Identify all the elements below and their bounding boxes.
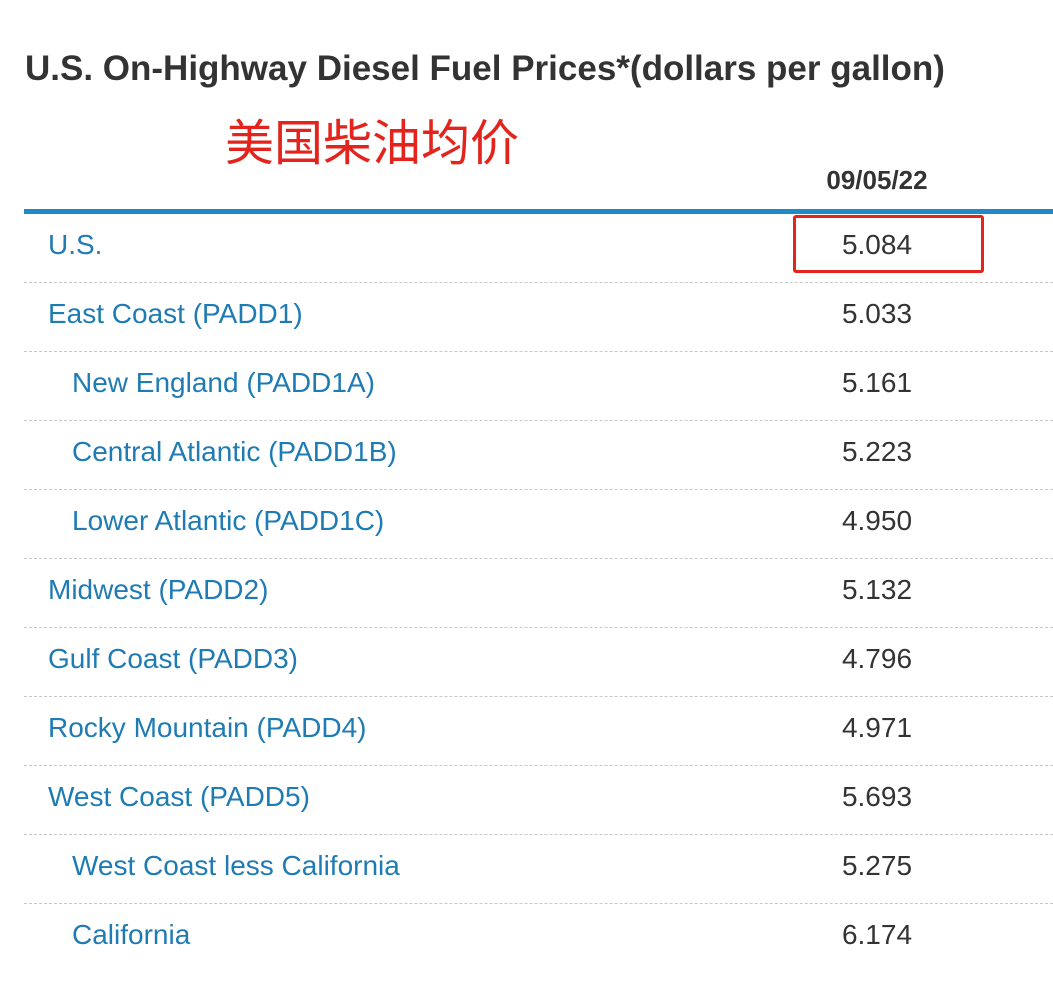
price-value: 5.161 xyxy=(841,367,913,398)
table-row: West Coast (PADD5) 5.693 xyxy=(24,766,1053,835)
region-link-central-atlantic[interactable]: Central Atlantic (PADD1B) xyxy=(72,436,397,467)
price-value: 5.084 xyxy=(841,229,913,260)
table-row: California 6.174 xyxy=(24,904,1053,973)
page-title: U.S. On-Highway Diesel Fuel Prices*(doll… xyxy=(25,49,945,88)
price-value: 6.174 xyxy=(841,919,913,950)
chinese-annotation: 美国柴油均价 xyxy=(225,115,520,172)
region-link-west-coast-less-california[interactable]: West Coast less California xyxy=(72,850,400,881)
header-divider xyxy=(24,209,1053,214)
price-value: 5.033 xyxy=(841,298,913,329)
table-row: Gulf Coast (PADD3) 4.796 xyxy=(24,628,1053,697)
region-link-new-england[interactable]: New England (PADD1A) xyxy=(72,367,375,398)
region-link-us[interactable]: U.S. xyxy=(48,229,103,260)
region-link-rocky-mountain[interactable]: Rocky Mountain (PADD4) xyxy=(48,712,367,743)
table-row: West Coast less California 5.275 xyxy=(24,835,1053,904)
price-value: 5.132 xyxy=(841,574,913,605)
highlight-box xyxy=(793,215,984,273)
price-value: 4.971 xyxy=(841,712,913,743)
price-value: 5.693 xyxy=(841,781,913,812)
region-link-lower-atlantic[interactable]: Lower Atlantic (PADD1C) xyxy=(72,505,385,536)
price-value: 4.950 xyxy=(841,505,913,536)
column-header-date: 09/05/22 xyxy=(826,165,928,195)
table-row: New England (PADD1A) 5.161 xyxy=(24,352,1053,421)
table-row: U.S. 5.084 xyxy=(24,214,1053,283)
region-link-west-coast[interactable]: West Coast (PADD5) xyxy=(48,781,310,812)
region-link-midwest[interactable]: Midwest (PADD2) xyxy=(48,574,269,605)
table-row: Lower Atlantic (PADD1C) 4.950 xyxy=(24,490,1053,559)
region-link-gulf-coast[interactable]: Gulf Coast (PADD3) xyxy=(48,643,298,674)
price-value: 5.223 xyxy=(841,436,913,467)
table-row: East Coast (PADD1) 5.033 xyxy=(24,283,1053,352)
table-row: Midwest (PADD2) 5.132 xyxy=(24,559,1053,628)
table-row: Central Atlantic (PADD1B) 5.223 xyxy=(24,421,1053,490)
price-value: 5.275 xyxy=(841,850,913,881)
price-value: 4.796 xyxy=(841,643,913,674)
price-table: U.S. 5.084 East Coast (PADD1) 5.033 New … xyxy=(24,214,1053,973)
region-link-california[interactable]: California xyxy=(72,919,191,950)
region-link-east-coast[interactable]: East Coast (PADD1) xyxy=(48,298,303,329)
table-row: Rocky Mountain (PADD4) 4.971 xyxy=(24,697,1053,766)
